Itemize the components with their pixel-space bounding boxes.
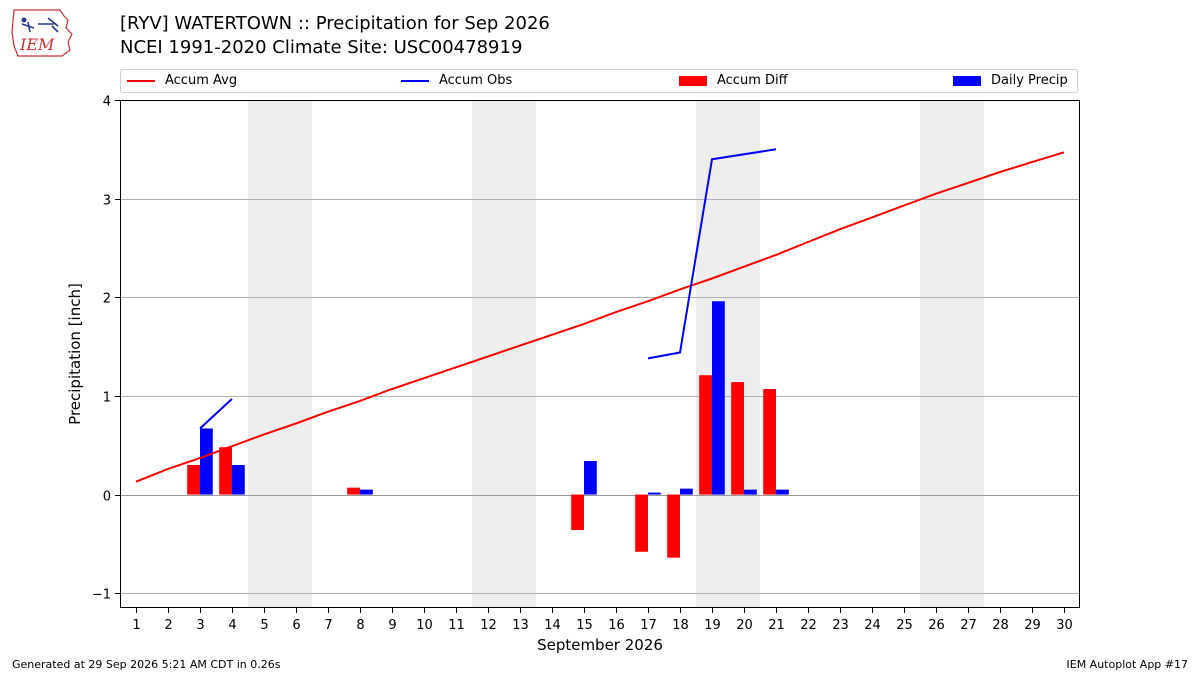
x-tick-label-18: 18 (672, 618, 689, 633)
weekend-band-12 (472, 100, 504, 608)
x-tick-label-13: 13 (512, 618, 529, 633)
x-axis-label: September 2026 (537, 636, 663, 654)
x-tick-label-28: 28 (992, 618, 1009, 633)
accum-diff-bar-3 (187, 464, 200, 495)
accum-obs-line-segment-2 (647, 148, 777, 360)
y-tick-label--1: −1 (92, 588, 111, 603)
accum-diff-bar-18 (667, 494, 680, 558)
x-tick-label-20: 20 (736, 618, 753, 633)
daily-precip-bar-21 (776, 489, 789, 495)
accum-diff-bar-20 (731, 382, 744, 495)
lines (135, 148, 1065, 483)
x-tick-label-10: 10 (416, 618, 433, 633)
x-tick-label-11: 11 (448, 618, 465, 633)
x-tick-label-14: 14 (544, 618, 561, 633)
accum-diff-bar-4 (219, 447, 232, 495)
iem-logo: IEM (11, 9, 73, 57)
legend-label-accum-obs: Accum Obs (439, 73, 513, 88)
accum-diff-bar-8 (347, 487, 360, 495)
footer-app: IEM Autoplot App #17 (1066, 658, 1189, 671)
legend-label-accum-diff: Accum Diff (717, 73, 788, 88)
y-tick-label-1: 1 (103, 391, 111, 406)
weekend-band-13 (504, 100, 536, 608)
y-axis: −1 0 1 2 3 4 (92, 95, 120, 603)
weekend-shading (248, 100, 984, 608)
x-tick-label-16: 16 (608, 618, 625, 633)
x-tick-label-4: 4 (228, 618, 236, 633)
y-tick-label-4: 4 (103, 95, 111, 110)
legend-swatch-accum-obs (401, 79, 429, 82)
accum-diff-bar-15 (571, 494, 584, 531)
legend-item-accum-diff: Accum Diff (679, 73, 788, 88)
chart-title: [RYV] WATERTOWN :: Precipitation for Sep… (120, 13, 550, 34)
legend-label-accum-avg: Accum Avg (165, 73, 238, 88)
y-tick-label-0: 0 (103, 490, 111, 505)
daily-precip-bar-4 (232, 464, 245, 495)
x-tick-label-30: 30 (1056, 618, 1073, 633)
y-tick-label-2: 2 (103, 292, 111, 307)
chart-subtitle: NCEI 1991-2020 Climate Site: USC00478919 (120, 37, 523, 58)
weekend-band-5 (248, 100, 280, 608)
x-tick-label-23: 23 (832, 618, 849, 633)
x-tick-label-9: 9 (388, 618, 396, 633)
x-tick-label-8: 8 (356, 618, 364, 633)
x-tick-label-2: 2 (164, 618, 172, 633)
y-tick-label-3: 3 (103, 194, 111, 209)
x-tick-label-22: 22 (800, 618, 817, 633)
daily-precip-bar-15 (584, 461, 597, 495)
daily-precip-bar-18 (680, 488, 693, 495)
legend-label-daily-precip: Daily Precip (991, 73, 1068, 88)
weekend-band-26 (920, 100, 952, 608)
accum-diff-bar-19 (699, 375, 712, 495)
weekend-band-27 (952, 100, 984, 608)
x-tick-label-3: 3 (196, 618, 204, 633)
plot-frame (120, 100, 1080, 608)
x-tick-label-17: 17 (640, 618, 657, 633)
x-tick-label-27: 27 (960, 618, 977, 633)
grid-lines (120, 100, 1080, 594)
accum-diff-bar-21 (763, 389, 776, 495)
daily-precip-bar-8 (360, 489, 373, 495)
legend-item-daily-precip: Daily Precip (953, 73, 1068, 88)
x-tick-label-29: 29 (1024, 618, 1041, 633)
x-tick-label-12: 12 (480, 618, 497, 633)
y-axis-label: Precipitation [inch] (66, 283, 84, 425)
daily-precip-bar-19 (712, 301, 725, 495)
x-tick-label-7: 7 (324, 618, 332, 633)
x-tick-label-26: 26 (928, 618, 945, 633)
legend-swatch-daily-precip (953, 75, 981, 86)
legend-swatch-accum-avg (127, 79, 155, 82)
x-tick-label-15: 15 (576, 618, 593, 633)
x-tick-label-6: 6 (292, 618, 300, 633)
footer-generated: Generated at 29 Sep 2026 5:21 AM CDT in … (12, 658, 281, 671)
legend-swatch-accum-diff (679, 75, 707, 86)
weekend-band-20 (728, 100, 760, 608)
accum-diff-bar-17 (635, 494, 648, 552)
x-tick-label-1: 1 (132, 618, 140, 633)
accum-obs-line-segment-1 (199, 398, 233, 430)
legend-item-accum-obs: Accum Obs (401, 73, 512, 88)
x-tick-label-25: 25 (896, 618, 913, 633)
daily-precip-bar-3 (200, 428, 213, 495)
daily-precip-bar-20 (744, 489, 757, 495)
accum-avg-line (135, 151, 1065, 483)
x-axis: 1 2 3 4 5 6 7 8 9 10 11 12 13 14 15 16 17 18 19 20 21 22 23 24 2… (132, 608, 1073, 633)
logo-text: IEM (19, 35, 55, 54)
x-tick-label-24: 24 (864, 618, 881, 633)
legend-item-accum-avg: Accum Avg (127, 73, 237, 88)
weekend-band-6 (280, 100, 312, 608)
legend: Accum Avg Accum Obs Accum Diff Daily Pre… (120, 69, 1078, 93)
bars (187, 301, 789, 558)
x-tick-label-19: 19 (704, 618, 721, 633)
weekend-band-19 (696, 100, 728, 608)
x-tick-label-21: 21 (768, 618, 785, 633)
daily-precip-bar-17 (648, 492, 661, 495)
x-tick-label-5: 5 (260, 618, 268, 633)
